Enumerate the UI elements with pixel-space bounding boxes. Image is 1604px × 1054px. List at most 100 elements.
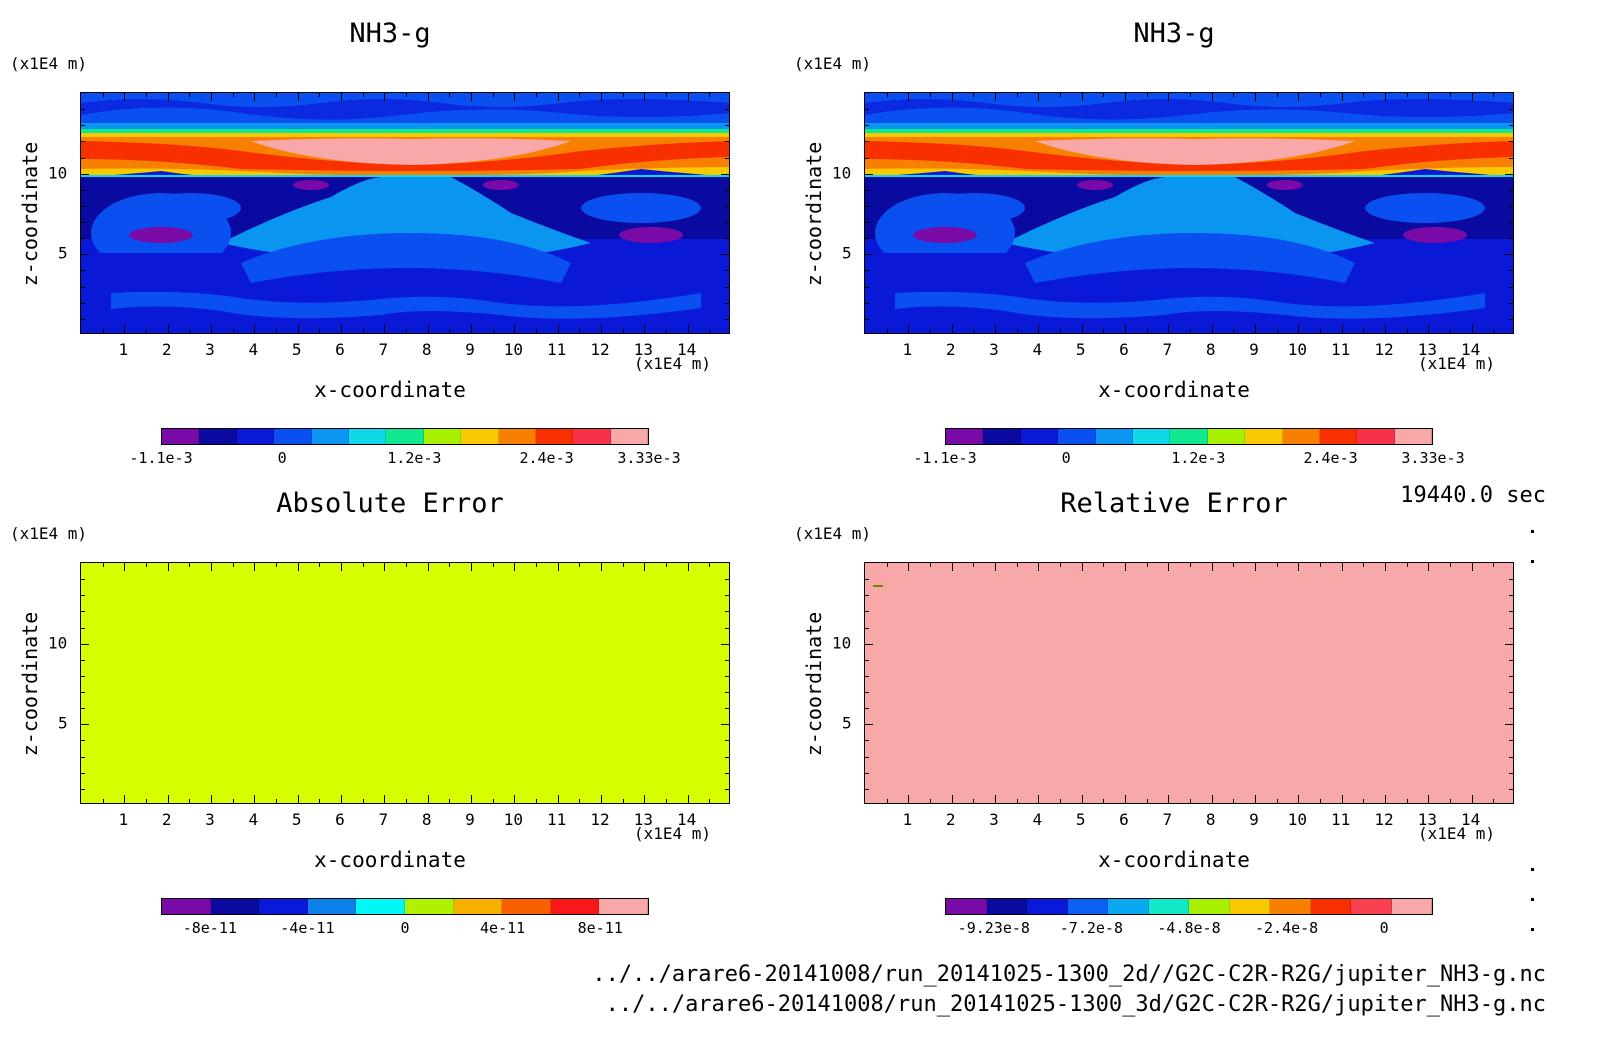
y-tick-mark (865, 286, 869, 288)
x-tick-label: 14 (677, 340, 697, 359)
chart-panel-nh3-left: NH3-g (x1E4 m) z-coordinate (0, 0, 780, 470)
x-tick-mark (1168, 563, 1170, 571)
y-tick-mark (725, 205, 729, 207)
x-tick-mark (1406, 93, 1408, 97)
y-tick-mark (865, 222, 869, 224)
x-tick-mark (1038, 795, 1040, 803)
y-tick-mark (725, 692, 729, 694)
x-tick-label: 14 (1461, 810, 1481, 829)
x-tick-mark (687, 795, 689, 803)
x-tick-mark (189, 563, 191, 567)
x-tick-mark (362, 93, 364, 97)
y-tick-mark (1509, 318, 1513, 320)
y-tick-mark (865, 157, 869, 159)
x-tick-mark (1493, 563, 1495, 567)
y-tick-mark (725, 286, 729, 288)
x-tick-mark (1298, 325, 1300, 333)
colorbar-swatch (1132, 429, 1171, 444)
colorbar-swatch (1108, 899, 1149, 914)
x-tick-mark (189, 93, 191, 97)
x-tick-label: 1 (902, 810, 913, 829)
x-tick-label: 11 (1331, 340, 1351, 359)
x-tick-mark (297, 795, 299, 803)
x-tick-mark (427, 325, 429, 333)
x-tick-mark (1168, 93, 1170, 101)
marker-dot (1531, 560, 1534, 563)
x-tick-mark (1190, 329, 1191, 333)
x-tick-mark (1341, 563, 1343, 571)
x-tick-mark (1363, 329, 1365, 333)
x-tick-mark (557, 563, 559, 571)
x-tick-mark (341, 795, 342, 803)
y-tick-mark (1509, 286, 1513, 288)
y-tick-mark (865, 109, 869, 111)
x-tick-mark (1471, 563, 1473, 571)
y-tick-mark (725, 141, 729, 143)
x-tick-mark (1060, 799, 1061, 803)
colorbar-swatch (1357, 429, 1395, 444)
x-tick-label: 5 (291, 340, 302, 359)
x-tick-mark (1450, 93, 1451, 97)
x-tick-mark (1320, 799, 1321, 803)
colorbar-swatch (573, 429, 611, 444)
marker-dot (1531, 898, 1534, 901)
x-tick-mark (492, 563, 494, 567)
x-tick-mark (1320, 563, 1321, 567)
y-tick-mark (725, 756, 729, 758)
colorbar-label: -4e-11 (280, 919, 335, 937)
x-tick-mark (1190, 563, 1191, 567)
x-tick-mark (124, 325, 126, 333)
x-tick-mark (1038, 93, 1040, 101)
x-tick-mark (1190, 93, 1191, 97)
x-tick-mark (1276, 329, 1278, 333)
y-tick-mark (725, 157, 729, 159)
x-tick-mark (579, 799, 581, 803)
y-tick-mark (865, 302, 869, 304)
x-tick-mark (102, 799, 104, 803)
x-tick-mark (232, 93, 234, 97)
x-tick-label: 5 (1075, 340, 1086, 359)
x-tick-mark (1406, 329, 1408, 333)
y-tick-mark (81, 788, 85, 790)
x-tick-mark (709, 93, 711, 97)
x-tick-mark (1493, 799, 1495, 803)
x-tick-mark (973, 563, 975, 567)
x-tick-mark (1081, 563, 1083, 571)
y-axis-label: z-coordinate (18, 141, 42, 287)
x-tick-mark (1320, 93, 1321, 97)
y-tick-mark (865, 254, 873, 256)
y-tick-mark (725, 595, 729, 597)
colorbar-swatch (502, 899, 551, 914)
colorbar (161, 428, 649, 445)
y-tick-mark (1509, 772, 1513, 774)
x-tick-mark (1233, 563, 1235, 567)
x-tick-mark (514, 795, 516, 803)
colorbar-swatch (1391, 899, 1432, 914)
y-tick-mark (865, 740, 869, 742)
y-tick-mark (725, 579, 729, 581)
colorbar-swatch (1319, 429, 1358, 444)
x-tick-mark (687, 93, 689, 101)
colorbar-swatch (986, 899, 1027, 914)
x-tick-mark (973, 799, 975, 803)
x-tick-mark (1103, 563, 1105, 567)
x-tick-mark (146, 799, 147, 803)
x-tick-label: 11 (1331, 810, 1351, 829)
x-tick-mark (930, 799, 931, 803)
x-tick-mark (1428, 325, 1430, 333)
chart-title: NH3-g (349, 18, 431, 49)
y-tick-mark (81, 270, 85, 272)
x-tick-mark (601, 563, 602, 571)
x-tick-mark (1211, 325, 1213, 333)
x-tick-mark (557, 795, 559, 803)
x-tick-mark (167, 795, 169, 803)
chart-panel-relative-error: Relative Error (x1E4 m) z-coordinate (x1… (784, 470, 1564, 940)
x-tick-mark (1103, 93, 1105, 97)
x-tick-label: 6 (335, 340, 345, 359)
x-tick-mark (384, 93, 386, 101)
y-unit-label: (x1E4 m) (794, 54, 872, 73)
x-tick-mark (167, 563, 169, 571)
x-tick-mark (1233, 93, 1235, 97)
y-tick-mark (1509, 270, 1513, 272)
y-tick-mark (1505, 254, 1513, 256)
